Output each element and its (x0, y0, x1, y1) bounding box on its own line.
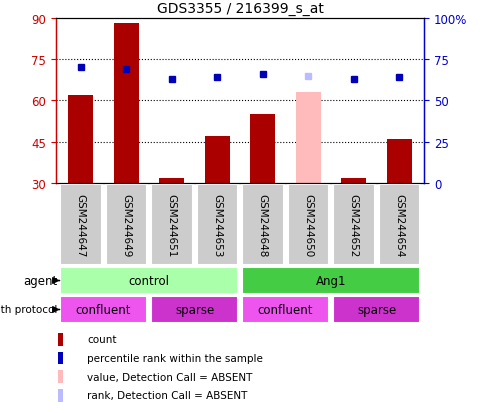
FancyBboxPatch shape (151, 185, 192, 266)
Text: rank, Detection Call = ABSENT: rank, Detection Call = ABSENT (87, 390, 247, 400)
Text: confluent: confluent (76, 303, 131, 316)
Text: GSM244650: GSM244650 (302, 194, 313, 256)
FancyBboxPatch shape (60, 297, 147, 323)
FancyBboxPatch shape (106, 185, 147, 266)
Text: GSM244648: GSM244648 (257, 193, 267, 257)
Bar (386, 140, 411, 184)
Bar (68, 96, 93, 184)
Text: GSM244647: GSM244647 (76, 193, 86, 257)
Bar (250, 115, 275, 184)
Text: GSM244654: GSM244654 (393, 193, 404, 257)
FancyBboxPatch shape (60, 268, 238, 294)
Text: value, Detection Call = ABSENT: value, Detection Call = ABSENT (87, 372, 252, 382)
Text: GSM244653: GSM244653 (212, 193, 222, 257)
Text: growth protocol: growth protocol (0, 305, 57, 315)
FancyBboxPatch shape (242, 297, 328, 323)
Bar (114, 24, 138, 184)
Text: percentile rank within the sample: percentile rank within the sample (87, 353, 263, 363)
Text: agent: agent (23, 274, 57, 287)
FancyBboxPatch shape (196, 185, 238, 266)
FancyBboxPatch shape (58, 389, 62, 402)
Text: Ang1: Ang1 (315, 274, 346, 287)
Text: GSM244649: GSM244649 (121, 193, 131, 257)
FancyBboxPatch shape (378, 185, 419, 266)
FancyBboxPatch shape (60, 185, 101, 266)
Bar (204, 137, 229, 184)
FancyBboxPatch shape (58, 352, 62, 364)
Bar (159, 178, 184, 184)
FancyBboxPatch shape (242, 268, 419, 294)
Text: sparse: sparse (356, 303, 395, 316)
Title: GDS3355 / 216399_s_at: GDS3355 / 216399_s_at (156, 2, 323, 16)
FancyBboxPatch shape (151, 297, 238, 323)
Bar (295, 93, 320, 184)
Text: count: count (87, 335, 117, 344)
Text: GSM244651: GSM244651 (166, 193, 177, 257)
FancyBboxPatch shape (287, 185, 328, 266)
Text: confluent: confluent (257, 303, 313, 316)
Text: control: control (128, 274, 169, 287)
FancyBboxPatch shape (242, 185, 283, 266)
FancyBboxPatch shape (58, 333, 62, 346)
FancyBboxPatch shape (58, 370, 62, 383)
FancyBboxPatch shape (333, 297, 419, 323)
Text: GSM244652: GSM244652 (348, 193, 358, 257)
FancyBboxPatch shape (333, 185, 374, 266)
Bar (341, 178, 365, 184)
Text: sparse: sparse (175, 303, 214, 316)
